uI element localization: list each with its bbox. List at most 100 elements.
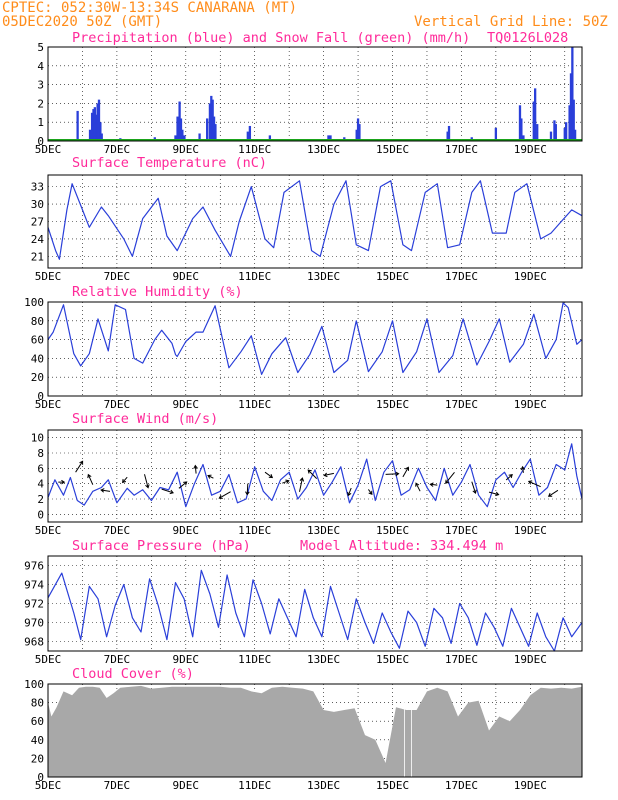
y-tick-label: 80 (31, 315, 44, 328)
x-date-label: 11DEC (238, 653, 271, 666)
panel-cloud-cover: 0 20 40 60 80 100 5DEC 7DEC 9DEC 11DEC 13DEC 15DEC 1… (24, 666, 583, 792)
model-altitude-label: Model Altitude: 334.494 m (300, 538, 503, 554)
wind-arrow (505, 473, 513, 481)
x-date-label: 7DEC (104, 143, 131, 156)
x-date-label: 9DEC (173, 524, 200, 537)
precip-bar (208, 103, 212, 141)
temp-panel-title: Surface Temperature (nC) (72, 155, 267, 171)
y-tick-label: 10 (31, 432, 44, 445)
wind-arrow (264, 471, 274, 479)
wind-arrow (100, 488, 111, 493)
wind-arrow (488, 491, 500, 497)
panel-precipitation: 0 1 2 3 4 5 5DEC 7DEC 9DEC 11DEC 13DEC 15DEC 17DEC 19… (35, 30, 583, 156)
y-tick-label: 20 (31, 752, 44, 765)
x-date-label: 7DEC (104, 398, 131, 411)
y-tick-label: 80 (31, 697, 44, 710)
x-date-label: 9DEC (173, 398, 200, 411)
x-date-label: 17DEC (445, 398, 478, 411)
precip-bar (211, 99, 214, 141)
y-tick-label: 1 (37, 116, 44, 129)
wind-arrow (75, 460, 84, 473)
precip-bar (572, 99, 575, 141)
precip-bar (96, 103, 99, 141)
x-date-label: 19DEC (514, 398, 547, 411)
wind-arrow (193, 464, 198, 474)
precip-bar (90, 112, 94, 141)
x-date-label: 19DEC (514, 779, 547, 792)
header-date: 05DEC2020 50Z (GMT) (2, 14, 162, 30)
precip-bar (358, 124, 361, 141)
x-date-label: 11DEC (238, 524, 271, 537)
wind-arrow (415, 482, 421, 492)
y-tick-label: 30 (31, 198, 44, 211)
y-tick-label: 976 (24, 560, 44, 573)
precip-bar (355, 129, 358, 141)
x-date-label: 9DEC (173, 143, 200, 156)
y-tick-label: 5 (37, 41, 44, 54)
precip-bar (95, 114, 98, 141)
x-date-label: 11DEC (238, 143, 271, 156)
precip-bar (176, 116, 179, 141)
cloud-cover-area (48, 685, 582, 777)
panel-surface-pressure: 968 970 972 974 976 5DEC 7DEC 9DEC 11DEC 13DEC 15D… (24, 538, 583, 666)
wind-arrow (520, 465, 526, 473)
x-date-label: 11DEC (238, 398, 271, 411)
panel-relative-humidity: 0 20 40 60 80 100 5DEC 7DEC 9DEC 11DEC 13DEC 15DEC 1… (24, 284, 583, 411)
plot-frame (47, 683, 583, 778)
x-date-label: 5DEC (35, 653, 62, 666)
precip-bar (329, 135, 332, 141)
precip-bar (93, 107, 97, 141)
y-tick-label: 972 (24, 598, 44, 611)
wind-arrow (282, 479, 290, 484)
wind-arrow (402, 466, 409, 478)
wind-arrow (58, 479, 66, 485)
wind-series-line (47, 443, 583, 508)
x-date-label: 15DEC (376, 143, 409, 156)
x-date-label: 19DEC (514, 270, 547, 283)
wind-arrow (347, 487, 352, 497)
y-tick-label: 60 (31, 334, 44, 347)
precip-bar (198, 133, 201, 141)
wind-arrow (547, 489, 559, 497)
wind-arrow (245, 483, 250, 496)
wind-arrow (218, 491, 231, 499)
precip-bar (97, 99, 101, 141)
y-tick-label: 2 (37, 493, 44, 506)
precip-panel-title: Precipitation (blue) and Snow Fall (gree… (72, 30, 470, 46)
wind-arrow (207, 474, 214, 479)
precip-bar (554, 124, 557, 141)
x-date-label: 17DEC (445, 270, 478, 283)
x-date-label: 15DEC (376, 653, 409, 666)
rh-panel-title: Relative Humidity (%) (72, 284, 243, 300)
precip-bar (520, 118, 523, 141)
precip-bar (569, 73, 573, 141)
precip-bar (573, 129, 577, 141)
x-date-label: 19DEC (514, 653, 547, 666)
temp-series-line (47, 180, 583, 260)
x-date-label: 9DEC (173, 270, 200, 283)
wind-arrow (385, 471, 400, 477)
precip-bar (533, 88, 537, 141)
wind-arrow (429, 482, 438, 487)
x-date-label: 5DEC (35, 779, 62, 792)
precip-bar (246, 131, 249, 141)
x-date-label: 13DEC (307, 653, 340, 666)
y-tick-label: 6 (37, 462, 44, 475)
x-date-label: 11DEC (238, 779, 271, 792)
precip-bar (536, 124, 539, 141)
x-date-label: 15DEC (376, 524, 409, 537)
x-date-label: 5DEC (35, 270, 62, 283)
y-tick-label: 60 (31, 715, 44, 728)
x-date-label: 13DEC (307, 779, 340, 792)
precip-bar (568, 105, 571, 141)
x-date-label: 5DEC (35, 143, 62, 156)
precip-bar (563, 127, 566, 141)
x-date-label: 19DEC (514, 524, 547, 537)
y-tick-label: 21 (31, 250, 44, 263)
x-date-label: 13DEC (307, 524, 340, 537)
precip-bar (206, 118, 209, 141)
y-tick-label: 24 (31, 233, 45, 246)
wind-arrow (367, 489, 373, 495)
precip-bar (99, 122, 102, 141)
precip-bar (181, 129, 184, 141)
